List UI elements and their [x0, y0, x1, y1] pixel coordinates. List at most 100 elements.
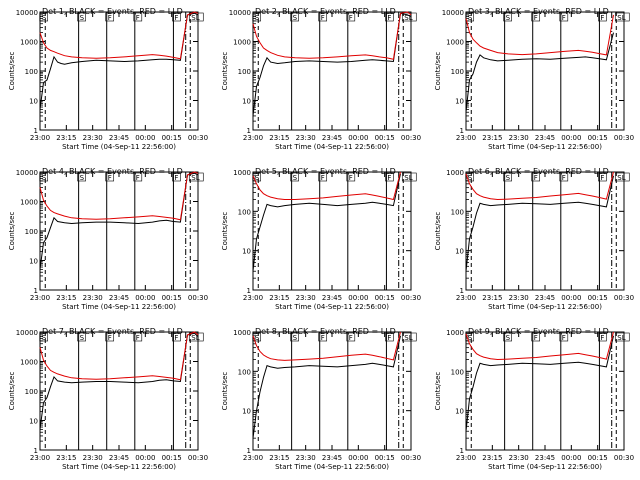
- marker-box: [172, 12, 181, 22]
- marker-box: [290, 332, 299, 342]
- marker-letter: S: [80, 14, 85, 22]
- marker-letter: F: [387, 174, 391, 182]
- chart-panel-det-8: Det 8, BLACK = Events, RED = LLD 1 10 100 10…: [221, 327, 421, 471]
- x-axis-label: Start Time (04-Sep-11 22:56:00): [275, 303, 389, 311]
- x-tick-label: 00:15: [162, 294, 182, 302]
- marker-letter: S: [293, 174, 298, 182]
- series-line-lld: [39, 171, 199, 221]
- series-line-lld: [39, 11, 199, 60]
- marker-letter: F: [387, 334, 391, 342]
- marker-box: [133, 12, 143, 22]
- y-tick-label: 1000: [20, 199, 38, 207]
- marker-box: [133, 172, 143, 182]
- y-tick-label: 10: [455, 98, 464, 106]
- x-tick-label: 00:00: [135, 454, 155, 462]
- chart-title: Det 3, BLACK = Events, RED = LLD: [468, 7, 609, 16]
- marker-letter: S: [255, 14, 260, 22]
- x-tick-label: 23:00: [456, 294, 476, 302]
- marker-box: [133, 332, 143, 342]
- marker-letter: F: [562, 334, 566, 342]
- x-tick-label: 00:00: [135, 294, 155, 302]
- marker-letter: F: [349, 174, 353, 182]
- x-tick-label: 00:15: [375, 294, 395, 302]
- marker-box: [346, 12, 356, 22]
- y-axis-label: Counts/sec: [434, 212, 442, 251]
- y-tick-label: 10: [29, 98, 38, 106]
- y-tick-label: 1: [247, 287, 251, 295]
- x-tick-label: 23:45: [109, 294, 129, 302]
- marker-letter: F: [174, 334, 178, 342]
- series-line-lld: [465, 171, 614, 201]
- x-tick-label: 23:00: [456, 134, 476, 142]
- x-axis-label: Start Time (04-Sep-11 22:56:00): [488, 143, 602, 151]
- y-tick-label: 10000: [16, 329, 38, 337]
- y-axis-label: Counts/sec: [434, 52, 442, 91]
- marker-box: [39, 172, 49, 182]
- y-tick-label: 1000: [20, 359, 38, 367]
- marker-box: [252, 172, 262, 182]
- x-tick-label: 23:45: [322, 454, 342, 462]
- y-axis-label: Counts/sec: [221, 52, 229, 91]
- marker-letter: SL: [617, 14, 625, 22]
- y-tick-label: 10: [242, 248, 251, 256]
- chart-title: Det 4, BLACK = Events, RED = LLD: [42, 167, 183, 176]
- marker-letter: SL: [404, 334, 412, 342]
- marker-letter: F: [600, 14, 604, 22]
- x-axis-label: Start Time (04-Sep-11 22:56:00): [275, 143, 389, 151]
- marker-letter: F: [174, 14, 178, 22]
- chart-title: Det 6, BLACK = Events, RED = LLD: [468, 167, 609, 176]
- marker-letter: S: [293, 334, 298, 342]
- marker-box: [385, 12, 394, 22]
- x-tick-label: 23:15: [269, 294, 289, 302]
- x-tick-label: 23:15: [56, 294, 76, 302]
- marker-letter: S: [255, 174, 260, 182]
- y-axis-label: Counts/sec: [8, 212, 16, 251]
- plot-frame: [39, 171, 199, 291]
- x-tick-label: 00:00: [348, 134, 368, 142]
- x-tick-label: 00:15: [588, 134, 608, 142]
- y-tick-label: 1000: [446, 169, 464, 177]
- marker-box: [559, 12, 569, 22]
- chart-title: Det 9, BLACK = Events, RED = LLD: [468, 327, 609, 336]
- x-tick-label: 00:30: [188, 294, 208, 302]
- marker-box: [172, 172, 181, 182]
- x-tick-label: 23:15: [482, 134, 502, 142]
- x-tick-label: 00:15: [162, 454, 182, 462]
- y-tick-label: 100: [238, 68, 251, 76]
- series-line-lld: [465, 331, 614, 361]
- marker-box: [290, 172, 299, 182]
- chart-title: Det 7, BLACK = Events, RED = LLD: [42, 327, 183, 336]
- marker-letter: SL: [617, 174, 625, 182]
- y-tick-label: 100: [238, 208, 251, 216]
- marker-box: [598, 12, 607, 22]
- marker-letter: SL: [617, 334, 625, 342]
- marker-box: [39, 12, 49, 22]
- y-tick-label: 10: [242, 98, 251, 106]
- x-tick-label: 23:00: [243, 454, 263, 462]
- y-tick-label: 1000: [233, 39, 251, 47]
- chart-panel-det-6: Det 6, BLACK = Events, RED = LLD 1 10 100 10…: [434, 167, 634, 311]
- x-tick-label: 23:30: [296, 454, 316, 462]
- y-tick-label: 1: [247, 127, 251, 135]
- marker-letter: S: [80, 334, 85, 342]
- y-axis-label: Counts/sec: [8, 372, 16, 411]
- y-tick-label: 10000: [16, 169, 38, 177]
- y-axis-label: Counts/sec: [434, 372, 442, 411]
- marker-letter: S: [506, 14, 511, 22]
- x-tick-label: 23:30: [296, 134, 316, 142]
- chart-panel-det-5: Det 5, BLACK = Events, RED = LLD 1 10 100 10…: [221, 167, 421, 311]
- series-line-events: [465, 335, 614, 432]
- marker-letter: F: [562, 14, 566, 22]
- x-tick-label: 23:30: [83, 294, 103, 302]
- marker-letter: S: [293, 14, 298, 22]
- x-tick-label: 00:00: [348, 454, 368, 462]
- y-axis-label: Counts/sec: [221, 372, 229, 411]
- y-tick-label: 100: [25, 68, 38, 76]
- y-tick-label: 10: [242, 408, 251, 416]
- y-tick-label: 1: [460, 127, 464, 135]
- series-line-events: [252, 335, 401, 439]
- x-tick-label: 00:30: [401, 454, 421, 462]
- marker-letter: F: [534, 334, 538, 342]
- x-tick-label: 23:00: [30, 294, 50, 302]
